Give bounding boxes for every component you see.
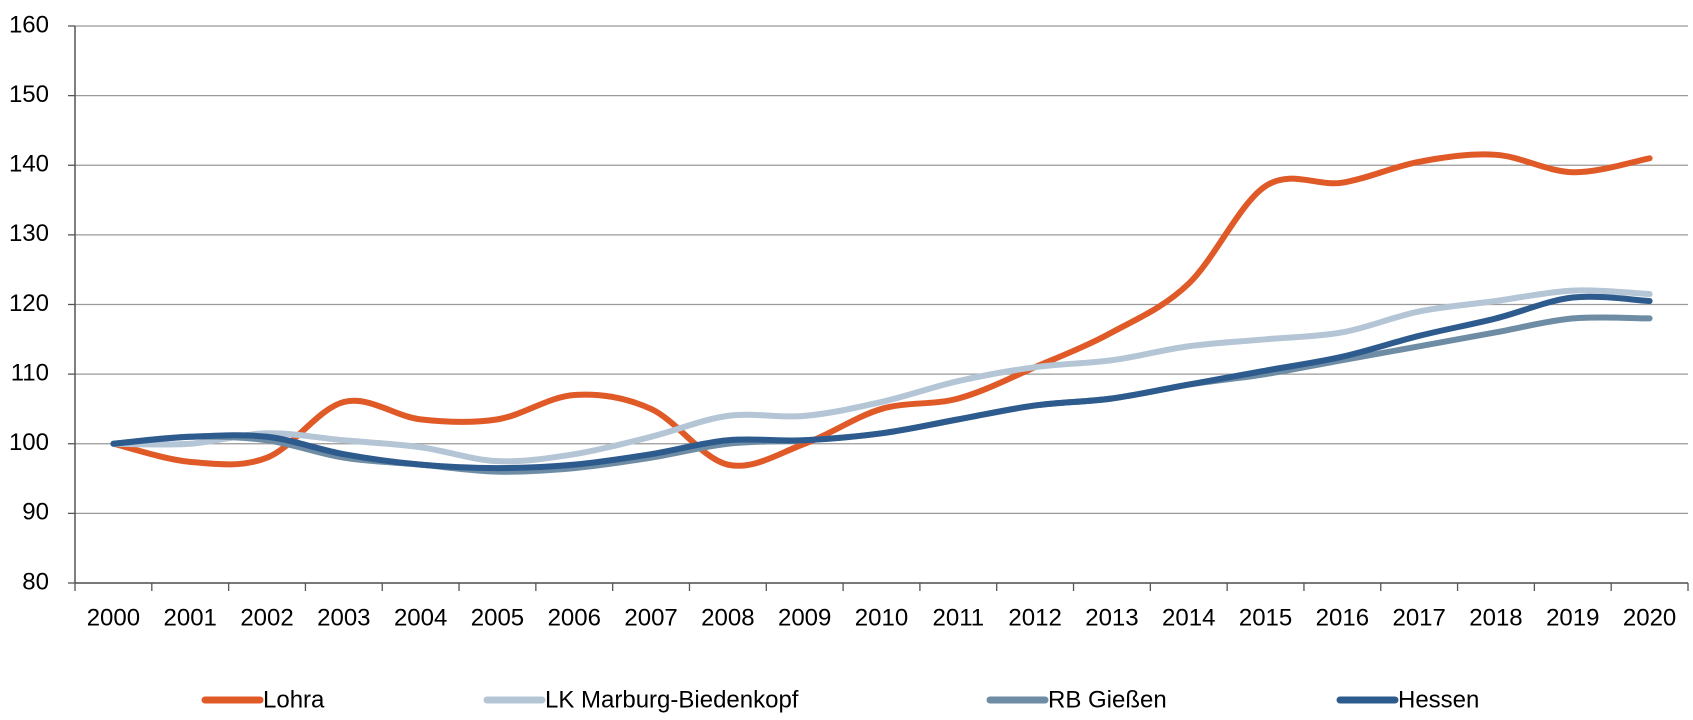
y-tick-label: 150: [9, 81, 49, 108]
legend-label: Lohra: [263, 686, 325, 713]
x-tick-label: 2002: [240, 604, 293, 631]
y-tick-label: 120: [9, 290, 49, 317]
x-tick-label: 2012: [1008, 604, 1061, 631]
x-tick-label: 2007: [624, 604, 677, 631]
x-tick-label: 2001: [164, 604, 217, 631]
x-tick-label: 2008: [701, 604, 754, 631]
series-line: [110, 293, 1653, 472]
x-tick-label: 2000: [87, 604, 140, 631]
x-tick-label: 2018: [1469, 604, 1522, 631]
y-tick-label: 140: [9, 151, 49, 178]
series-line: [110, 314, 1653, 475]
y-tick-label: 160: [9, 11, 49, 38]
x-tick-label: 2003: [317, 604, 370, 631]
x-tick-label: 2011: [933, 604, 985, 631]
x-tick-label: 2015: [1239, 604, 1292, 631]
legend-label: Hessen: [1398, 686, 1479, 713]
x-tick-label: 2016: [1316, 604, 1369, 631]
x-tick-label: 2017: [1392, 604, 1445, 631]
x-tick-label: 2014: [1162, 604, 1215, 631]
x-tick-label: 2006: [548, 604, 601, 631]
x-tick-label: 2020: [1623, 604, 1676, 631]
x-tick-label: 2004: [394, 604, 447, 631]
y-tick-label: 110: [11, 359, 49, 386]
y-tick-label: 100: [9, 429, 49, 456]
x-tick-label: 2013: [1085, 604, 1138, 631]
x-tick-label: 2005: [471, 604, 524, 631]
y-tick-label: 130: [9, 220, 49, 247]
x-tick-label: 2009: [778, 604, 831, 631]
series-line: [110, 151, 1653, 469]
legend-label: RB Gießen: [1048, 686, 1167, 713]
x-tick-label: 2019: [1546, 604, 1599, 631]
y-tick-label: 90: [22, 499, 49, 526]
series-line: [110, 287, 1653, 465]
x-tick-label: 2010: [855, 604, 908, 631]
y-tick-label: 80: [22, 568, 49, 595]
legend-label: LK Marburg-Biedenkopf: [545, 686, 799, 713]
